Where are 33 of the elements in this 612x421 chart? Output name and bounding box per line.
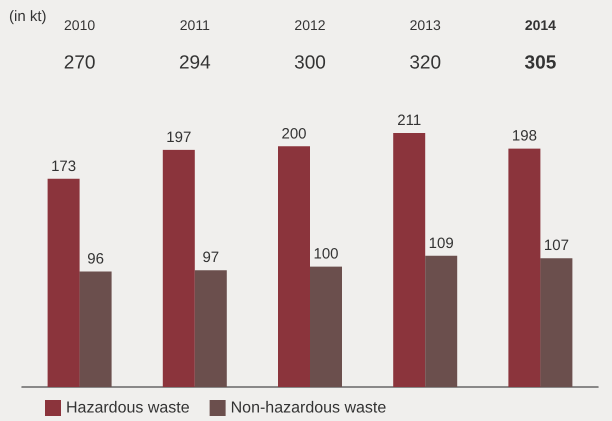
text: 270 [64, 52, 96, 74]
data-label: 100 [313, 246, 339, 263]
data-label: 173 [51, 158, 76, 175]
data-label: 107 [544, 237, 569, 254]
text: 320 [409, 52, 442, 74]
x-tick-label: 2011 [180, 17, 210, 33]
data-label: 200 [281, 125, 307, 142]
bar [48, 178, 80, 387]
text: 294 [178, 52, 212, 74]
x-tick-label: 2014 [524, 17, 556, 33]
data-label: 109 [428, 234, 454, 252]
bar [162, 150, 195, 387]
data-label: 96 [87, 250, 104, 268]
x-tick-label: 2013 [410, 17, 441, 33]
text: 305 [524, 52, 557, 74]
legend-label: Hazardous waste [66, 400, 190, 416]
y-axis-title: (in kt) [9, 8, 47, 25]
bar [540, 258, 572, 387]
data-label: 198 [512, 128, 537, 145]
bar [393, 133, 426, 387]
bar [278, 146, 310, 387]
legend-label: Non-hazardous waste [230, 400, 386, 416]
bar [425, 256, 458, 387]
bar [194, 270, 227, 387]
data-label: 197 [166, 128, 192, 146]
text: 300 [294, 52, 326, 74]
bar [508, 148, 540, 387]
bar [310, 266, 342, 387]
data-label: 211 [397, 112, 422, 130]
bar [80, 271, 112, 387]
data-label: 97 [202, 249, 220, 266]
x-tick-label: 2012 [294, 17, 326, 33]
x-tick-label: 2010 [64, 17, 96, 33]
